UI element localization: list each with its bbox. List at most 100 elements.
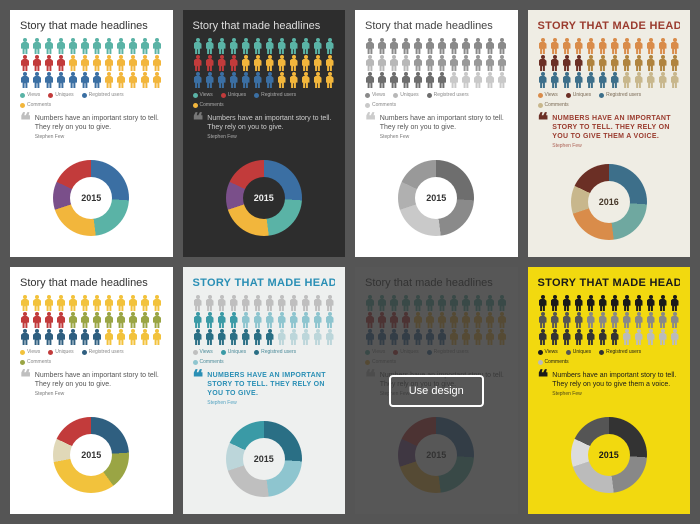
person-icon — [217, 295, 227, 311]
template-card[interactable]: Story that made headlines ViewsUniquesReg… — [10, 10, 173, 257]
person-icon — [658, 295, 668, 311]
legend-dot-icon — [221, 93, 226, 98]
person-icon — [550, 312, 560, 328]
person-icon — [574, 295, 584, 311]
person-icon — [128, 38, 138, 54]
legend-label: Views — [545, 349, 558, 355]
person-icon — [301, 329, 311, 345]
person-icon — [325, 295, 335, 311]
person-icon — [265, 72, 275, 88]
legend: ViewsUniquesRegistred usersComments — [20, 92, 163, 108]
person-icon — [44, 329, 54, 345]
person-icon — [68, 312, 78, 328]
template-card[interactable]: Story that made headlinesViewsUniquesReg… — [183, 10, 346, 257]
person-icon — [562, 295, 572, 311]
legend-label: Views — [200, 349, 213, 355]
donut-center-label: 2015 — [243, 438, 285, 480]
person-icon — [598, 38, 608, 54]
person-icon — [670, 295, 680, 311]
person-icon — [265, 55, 275, 71]
person-icon — [646, 55, 656, 71]
person-icon — [574, 329, 584, 345]
person-icon — [253, 72, 263, 88]
legend-item: Comments — [20, 359, 51, 365]
person-icon — [104, 55, 114, 71]
person-icon — [377, 55, 387, 71]
person-icon — [241, 295, 251, 311]
person-icon — [646, 295, 656, 311]
template-card[interactable]: Story that made headlinesViewsUniquesReg… — [528, 10, 691, 257]
legend-label: Registred users — [89, 349, 124, 355]
person-icon — [313, 38, 323, 54]
quote-mark-icon: ❝ — [365, 114, 376, 140]
legend-label: Comments — [27, 102, 51, 108]
legend-dot-icon — [82, 93, 87, 98]
legend-dot-icon — [538, 103, 543, 108]
person-icon — [634, 312, 644, 328]
person-icon — [413, 55, 423, 71]
person-icon — [56, 312, 66, 328]
legend-dot-icon — [393, 93, 398, 98]
person-icon — [670, 55, 680, 71]
legend-label: Uniques — [400, 92, 418, 98]
legend-label: Views — [545, 92, 558, 98]
template-card[interactable]: Story that made headlinesViewsUniquesReg… — [10, 267, 173, 514]
person-icon — [277, 72, 287, 88]
quote-text: Numbers have an important story to tell.… — [552, 371, 680, 389]
template-card[interactable]: Story that made headlinesViewsUniquesReg… — [528, 267, 691, 514]
card-title: Story that made headlines — [538, 277, 681, 289]
template-card[interactable]: Story that made headlinesViewsUniquesReg… — [183, 267, 346, 514]
card-title: Story that made headlines — [20, 20, 163, 32]
legend-item: Views — [193, 92, 213, 98]
person-icon — [116, 329, 126, 345]
legend-label: Views — [200, 92, 213, 98]
use-design-button[interactable]: Use design — [389, 375, 484, 407]
legend-label: Uniques — [573, 349, 591, 355]
person-icon — [425, 55, 435, 71]
legend-label: Comments — [27, 359, 51, 365]
person-icon — [140, 295, 150, 311]
card-title: Story that made headlines — [365, 20, 508, 32]
donut-center-label: 2015 — [70, 177, 112, 219]
person-icon — [277, 329, 287, 345]
person-icon — [241, 38, 251, 54]
legend-dot-icon — [538, 350, 543, 355]
person-icon — [658, 72, 668, 88]
person-icon — [104, 38, 114, 54]
person-icon — [92, 295, 102, 311]
quote-text: Numbers have an important story to tell.… — [35, 371, 163, 389]
legend-dot-icon — [599, 350, 604, 355]
person-icon — [128, 55, 138, 71]
template-card[interactable]: Story that made headlinesViewsUniquesReg… — [355, 267, 518, 514]
person-icon — [550, 295, 560, 311]
person-icon — [205, 55, 215, 71]
person-icon — [574, 312, 584, 328]
legend-label: Comments — [545, 102, 569, 108]
person-icon — [473, 38, 483, 54]
person-icon — [56, 295, 66, 311]
person-icon — [365, 72, 375, 88]
legend-item: Uniques — [221, 92, 246, 98]
legend-dot-icon — [193, 360, 198, 365]
person-icon — [437, 72, 447, 88]
quote-mark-icon: ❝ — [20, 114, 31, 140]
person-icon — [377, 72, 387, 88]
person-icon — [80, 312, 90, 328]
person-icon — [538, 329, 548, 345]
person-icon — [365, 55, 375, 71]
person-icon — [313, 295, 323, 311]
person-icon — [32, 295, 42, 311]
person-icon — [104, 295, 114, 311]
person-icon — [325, 72, 335, 88]
person-icon — [253, 312, 263, 328]
person-icon — [598, 72, 608, 88]
person-icon — [128, 72, 138, 88]
template-card[interactable]: Story that made headlinesViewsUniquesReg… — [355, 10, 518, 257]
person-icon — [538, 55, 548, 71]
person-icon — [658, 55, 668, 71]
person-icon — [634, 329, 644, 345]
person-icon — [413, 72, 423, 88]
legend-label: Registred users — [434, 92, 469, 98]
person-icon — [586, 312, 596, 328]
legend-dot-icon — [427, 93, 432, 98]
